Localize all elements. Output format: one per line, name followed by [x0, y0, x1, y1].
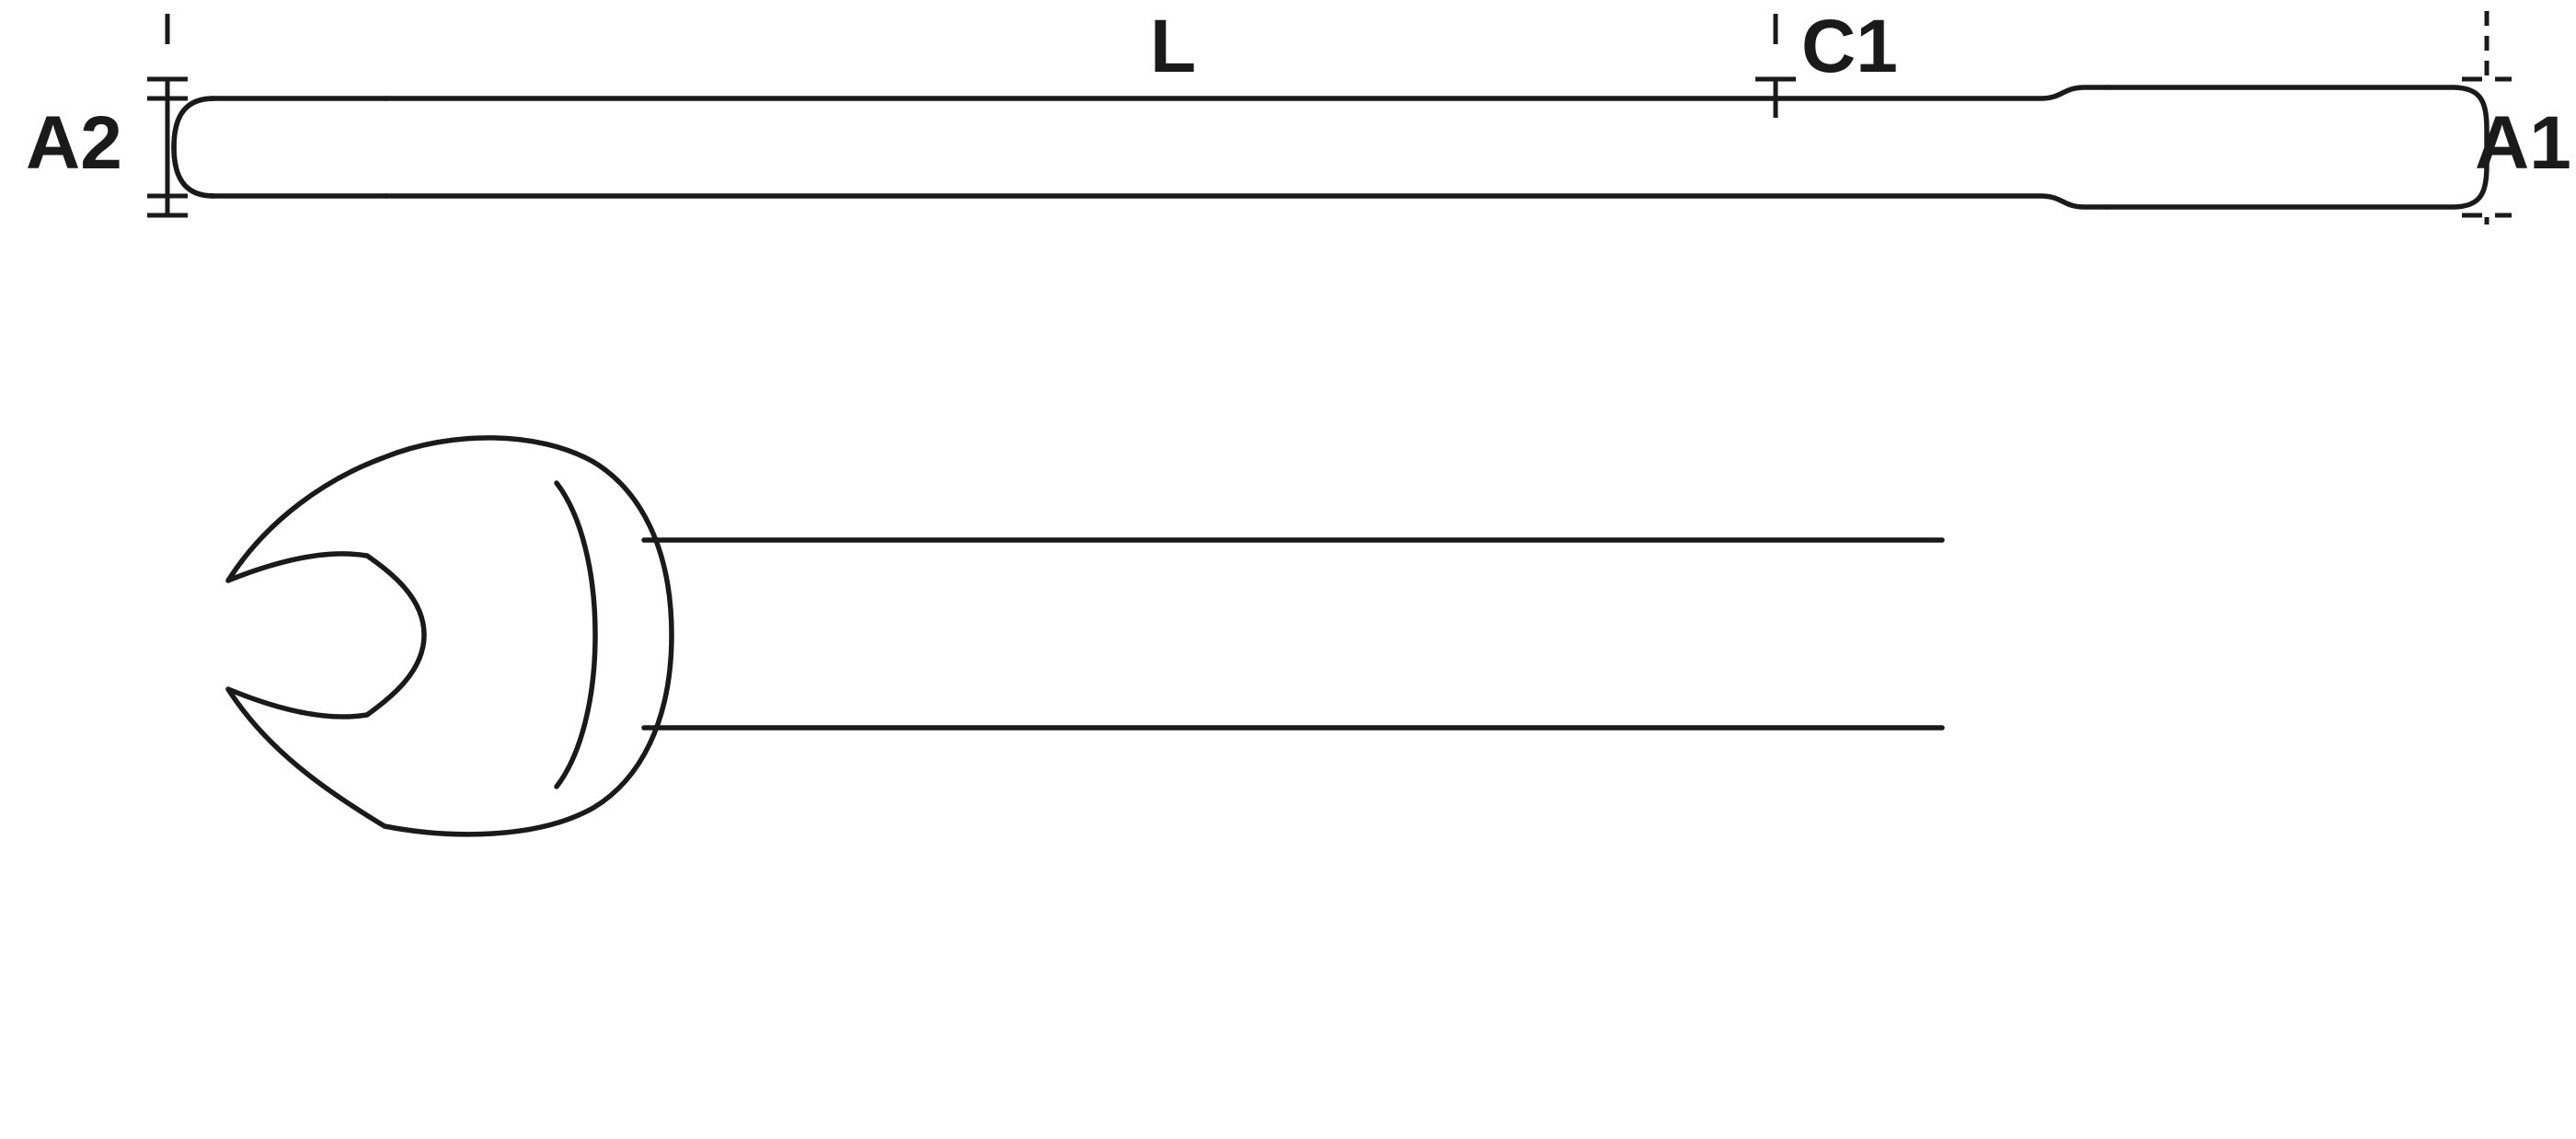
svg-text:C1: C1	[1801, 5, 1898, 88]
svg-text:A1: A1	[2475, 101, 2571, 185]
svg-text:A2: A2	[26, 101, 122, 185]
svg-text:L: L	[1150, 5, 1196, 88]
